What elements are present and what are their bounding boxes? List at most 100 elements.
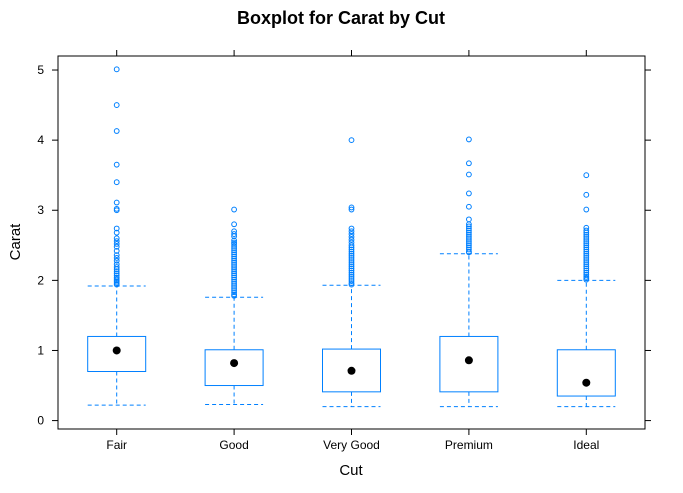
- outlier-point: [583, 248, 590, 255]
- outlier-point: [348, 269, 355, 276]
- outlier-point: [583, 227, 590, 234]
- outlier-point: [113, 270, 120, 277]
- outlier-point: [348, 233, 355, 240]
- outlier-point: [113, 161, 120, 168]
- box-group: [439, 136, 499, 408]
- outlier-point: [466, 221, 472, 228]
- outlier-point: [583, 238, 590, 244]
- outlier-point: [583, 265, 590, 272]
- outlier-point: [583, 240, 590, 247]
- outlier-point: [348, 246, 355, 253]
- outlier-point: [348, 257, 355, 263]
- outlier-point: [113, 243, 120, 250]
- outlier-point: [583, 259, 590, 266]
- outlier-point: [583, 244, 590, 251]
- outlier-point: [113, 225, 120, 232]
- outlier-point: [466, 231, 472, 238]
- outlier-point: [231, 285, 238, 291]
- outlier-point: [583, 191, 590, 198]
- outlier-point: [583, 263, 590, 270]
- outlier-point: [348, 231, 355, 237]
- box-group: [322, 137, 381, 408]
- outlier-point: [231, 292, 238, 299]
- outlier-point: [231, 206, 238, 213]
- outlier-point: [348, 261, 355, 268]
- outlier-point: [113, 207, 120, 214]
- outlier-point: [348, 281, 355, 288]
- outlier-point: [231, 280, 238, 287]
- outlier-point: [348, 228, 355, 235]
- y-tick-label: 4: [37, 133, 44, 147]
- outlier-point: [348, 137, 355, 144]
- x-tick-label: Fair: [106, 438, 127, 452]
- outlier-point: [231, 221, 238, 228]
- outlier-point: [466, 136, 472, 143]
- outlier-point: [113, 238, 120, 244]
- outlier-point: [348, 244, 355, 251]
- outlier-point: [583, 250, 590, 257]
- outlier-point: [231, 243, 238, 249]
- y-tick-label: 5: [37, 63, 44, 77]
- outlier-point: [113, 102, 120, 108]
- outlier-point: [466, 223, 472, 230]
- outlier-point: [113, 264, 120, 270]
- outlier-point: [113, 128, 120, 134]
- outlier-point: [583, 257, 590, 263]
- outlier-point: [231, 289, 238, 296]
- outlier-point: [348, 278, 355, 284]
- outlier-point: [113, 281, 120, 288]
- outlier-point: [231, 262, 238, 268]
- outlier-point: [583, 231, 590, 238]
- outlier-point: [113, 266, 120, 273]
- y-tick-label: 0: [37, 414, 44, 428]
- outlier-point: [113, 257, 120, 264]
- outlier-point: [231, 231, 238, 237]
- outlier-point: [348, 263, 355, 270]
- y-tick-label: 1: [37, 343, 44, 357]
- boxes-layer: [87, 66, 616, 408]
- outlier-point: [348, 236, 355, 243]
- outlier-point: [466, 203, 472, 210]
- x-tick-label: Ideal: [573, 438, 599, 452]
- outlier-point: [231, 259, 238, 266]
- outlier-point: [113, 66, 120, 73]
- median-point: [112, 346, 121, 355]
- outlier-point: [231, 264, 238, 270]
- outlier-point: [231, 272, 238, 279]
- outlier-point: [466, 242, 472, 249]
- outlier-point: [466, 190, 472, 197]
- outlier-point: [113, 268, 120, 275]
- median-point: [582, 378, 591, 387]
- outlier-point: [583, 255, 590, 261]
- outlier-point: [583, 246, 590, 253]
- outlier-point: [113, 241, 120, 247]
- outlier-point: [113, 229, 120, 236]
- outlier-point: [583, 267, 590, 274]
- outlier-point: [348, 276, 355, 282]
- outlier-point: [466, 171, 472, 178]
- outlier-point: [466, 216, 472, 223]
- box-group: [204, 206, 264, 405]
- outlier-point: [113, 235, 120, 242]
- outlier-point: [231, 249, 238, 256]
- outlier-point: [113, 248, 120, 254]
- outlier-point: [113, 252, 120, 259]
- outlier-point: [583, 252, 590, 259]
- outlier-point: [466, 225, 472, 232]
- outlier-point: [466, 233, 472, 240]
- x-tick-label: Premium: [445, 438, 493, 452]
- outlier-point: [231, 237, 238, 244]
- x-axis: Fair Good Very Good Premium Ideal: [106, 50, 599, 452]
- outlier-point: [583, 261, 590, 268]
- outlier-point: [583, 233, 590, 240]
- outlier-point: [348, 225, 355, 232]
- outlier-point: [231, 287, 238, 294]
- outlier-point: [583, 206, 590, 213]
- outlier-point: [583, 229, 590, 236]
- outlier-point: [231, 245, 238, 252]
- y-axis-label: Carat: [7, 223, 24, 261]
- median-point: [230, 359, 239, 368]
- box-group: [556, 172, 616, 408]
